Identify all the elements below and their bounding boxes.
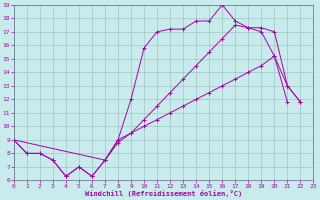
X-axis label: Windchill (Refroidissement éolien,°C): Windchill (Refroidissement éolien,°C) (85, 190, 242, 197)
